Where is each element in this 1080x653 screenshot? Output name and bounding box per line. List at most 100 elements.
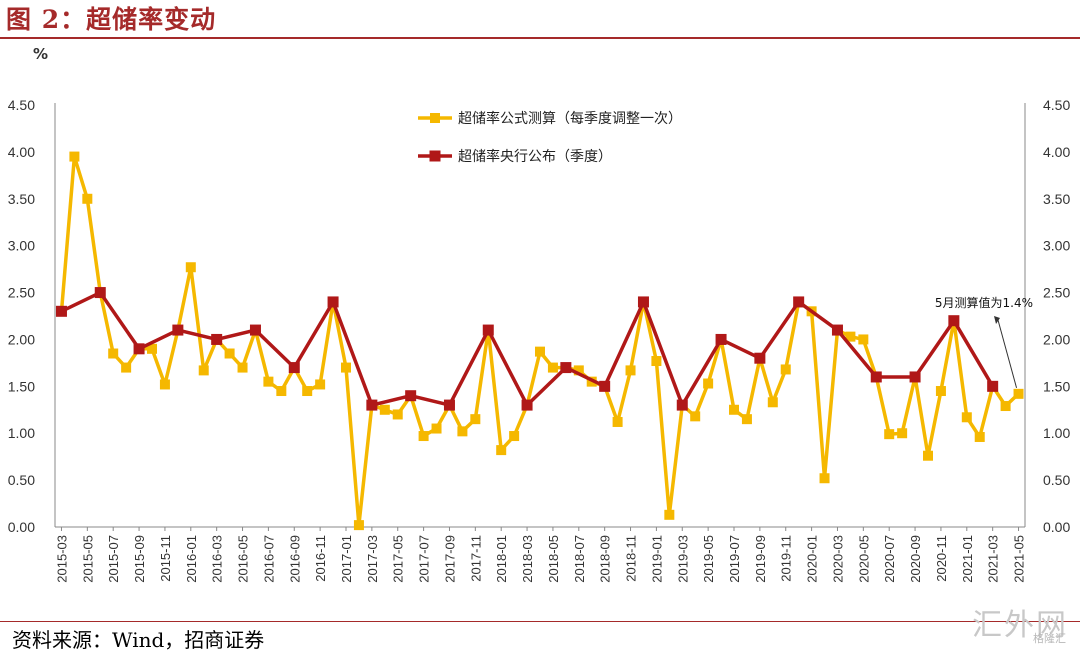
point-pboc [211, 333, 223, 345]
y-tick-label-left: 1.50 [8, 378, 35, 394]
point-formula [69, 151, 80, 162]
point-pboc [715, 333, 727, 345]
point-formula [573, 365, 584, 376]
x-tick-label: 2018-09 [598, 535, 613, 583]
point-pboc [599, 380, 611, 392]
y-tick-label-right: 4.50 [1043, 97, 1070, 113]
point-formula [1013, 388, 1024, 399]
point-formula [470, 414, 481, 425]
y-tick-label-right: 2.00 [1043, 331, 1070, 347]
series-line-formula [59, 154, 1020, 527]
legend: 超储率公式测算（每季度调整一次） 超储率央行公布（季度） [418, 110, 682, 165]
legend-label-formula: 超储率公式测算（每季度调整一次） [458, 110, 682, 127]
legend-marker-pboc [429, 150, 441, 162]
x-tick-label: 2017-03 [365, 535, 380, 583]
point-pboc [754, 352, 766, 364]
point-formula [625, 365, 636, 376]
point-pboc [288, 362, 300, 374]
point-formula [237, 362, 248, 373]
point-formula [767, 397, 778, 408]
x-tick-label: 2015-11 [158, 535, 173, 582]
point-formula [741, 414, 752, 425]
y-tick-label-right: 1.00 [1043, 425, 1070, 441]
point-formula [315, 379, 326, 390]
y-tick-label-left: 3.50 [8, 191, 35, 207]
point-formula [664, 509, 675, 520]
point-formula [651, 356, 662, 367]
x-tick-label: 2018-07 [572, 535, 587, 583]
point-formula [457, 426, 468, 437]
y-tick-label-right: 0.50 [1043, 472, 1070, 488]
x-tick-label: 2018-03 [520, 535, 535, 583]
x-tick-label: 2016-03 [210, 535, 225, 583]
point-formula [858, 334, 869, 345]
y-tick-label-left: 2.00 [8, 331, 35, 347]
y-tick-label-left: 3.00 [8, 238, 35, 254]
x-tick-label: 2016-07 [261, 535, 276, 583]
point-pboc [909, 371, 921, 383]
point-formula [341, 362, 351, 373]
y-tick-label-right: 2.50 [1043, 285, 1070, 301]
x-tick-label: 2016-05 [236, 535, 251, 583]
x-tick-label: 2021-01 [960, 535, 975, 583]
x-tick-label: 2020-07 [882, 535, 897, 583]
x-tick-label: 2017-07 [417, 535, 432, 583]
x-tick-label: 2020-05 [856, 535, 871, 583]
point-formula [845, 331, 856, 342]
x-tick-label: 2021-03 [986, 535, 1001, 583]
y-tick-label-left: 1.00 [8, 425, 35, 441]
point-formula [379, 404, 390, 415]
y-tick-label-left: 0.50 [8, 472, 35, 488]
point-formula [974, 431, 985, 442]
series-layer [55, 151, 1024, 531]
point-pboc [560, 362, 572, 374]
point-formula [147, 343, 157, 354]
point-pboc [443, 399, 455, 411]
legend-label-pboc: 超储率央行公布（季度） [458, 148, 612, 165]
point-formula [224, 348, 235, 359]
unit-label: % [33, 45, 48, 63]
annotation-arrow-line [997, 319, 1018, 388]
point-pboc [327, 296, 339, 308]
point-pboc [948, 315, 960, 327]
y-tick-label-left: 4.50 [8, 97, 35, 113]
point-formula [535, 346, 545, 357]
point-pboc [831, 324, 843, 336]
title-divider [0, 37, 1080, 39]
point-pboc [482, 324, 494, 336]
x-tick-label: 2020-09 [908, 535, 923, 583]
point-pboc [987, 380, 999, 392]
point-formula [729, 404, 739, 415]
point-pboc [405, 390, 417, 402]
point-formula [121, 362, 132, 373]
point-formula [923, 450, 933, 461]
y-tick-label-right: 1.50 [1043, 378, 1070, 394]
point-formula [1000, 401, 1011, 412]
x-tick-label: 2016-09 [287, 535, 302, 583]
watermark-sub: 格隆汇 [1033, 632, 1066, 645]
point-formula [392, 409, 403, 420]
x-tick-label: 2021-05 [1012, 535, 1027, 583]
annotation: 5月测算值为1.4% [935, 295, 1033, 388]
point-pboc [366, 399, 378, 411]
point-formula [353, 520, 364, 531]
y-tick-label-left: 2.50 [8, 285, 35, 301]
y-tick-label-left: 0.00 [8, 519, 35, 535]
legend-marker-formula [430, 113, 440, 123]
y-tick-label-right: 0.00 [1043, 519, 1070, 535]
point-pboc [676, 399, 688, 411]
annotation-text: 5月测算值为1.4% [935, 295, 1033, 310]
point-pboc [637, 296, 649, 308]
x-tick-label: 2017-01 [339, 535, 354, 583]
point-formula [884, 429, 895, 440]
point-pboc [521, 399, 533, 411]
point-formula [703, 378, 714, 389]
x-tick-label: 2020-01 [805, 535, 820, 583]
point-formula [302, 386, 313, 397]
source-note: 资料来源：Wind，招商证券 [12, 628, 265, 652]
x-tick-label: 2019-07 [727, 535, 742, 583]
y-tick-label-right: 3.00 [1043, 238, 1070, 254]
x-tick-label: 2015-03 [54, 535, 69, 583]
point-pboc [94, 287, 106, 299]
y-tick-label-right: 4.00 [1043, 144, 1070, 160]
